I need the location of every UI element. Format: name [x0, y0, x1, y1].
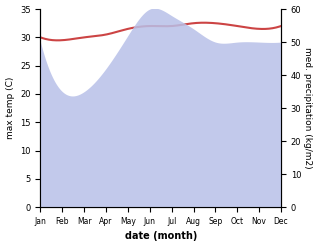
X-axis label: date (month): date (month) — [125, 231, 197, 242]
Y-axis label: max temp (C): max temp (C) — [5, 77, 15, 139]
Y-axis label: med. precipitation (kg/m2): med. precipitation (kg/m2) — [303, 47, 313, 169]
